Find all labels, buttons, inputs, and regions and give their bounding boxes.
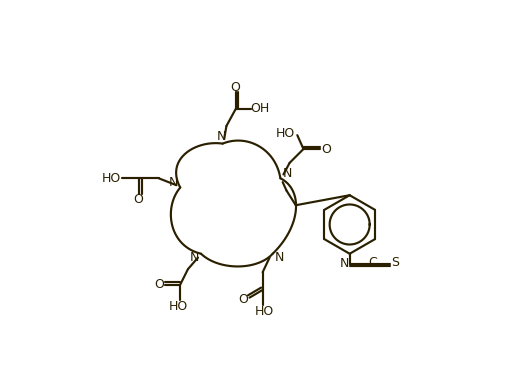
Text: N: N: [217, 130, 227, 143]
Text: OH: OH: [251, 102, 270, 115]
Text: O: O: [154, 278, 164, 291]
Text: N: N: [340, 257, 349, 270]
Text: HO: HO: [169, 299, 188, 312]
Text: N: N: [282, 167, 292, 180]
Text: O: O: [134, 193, 144, 206]
Text: S: S: [391, 256, 399, 269]
Text: N: N: [168, 176, 178, 189]
Text: C: C: [368, 256, 377, 269]
Text: HO: HO: [255, 305, 274, 318]
Text: HO: HO: [101, 172, 121, 185]
Text: O: O: [230, 81, 240, 94]
Text: HO: HO: [276, 127, 295, 140]
Text: O: O: [239, 293, 249, 306]
Text: N: N: [189, 251, 199, 264]
Text: N: N: [275, 251, 284, 264]
Text: O: O: [322, 142, 331, 155]
